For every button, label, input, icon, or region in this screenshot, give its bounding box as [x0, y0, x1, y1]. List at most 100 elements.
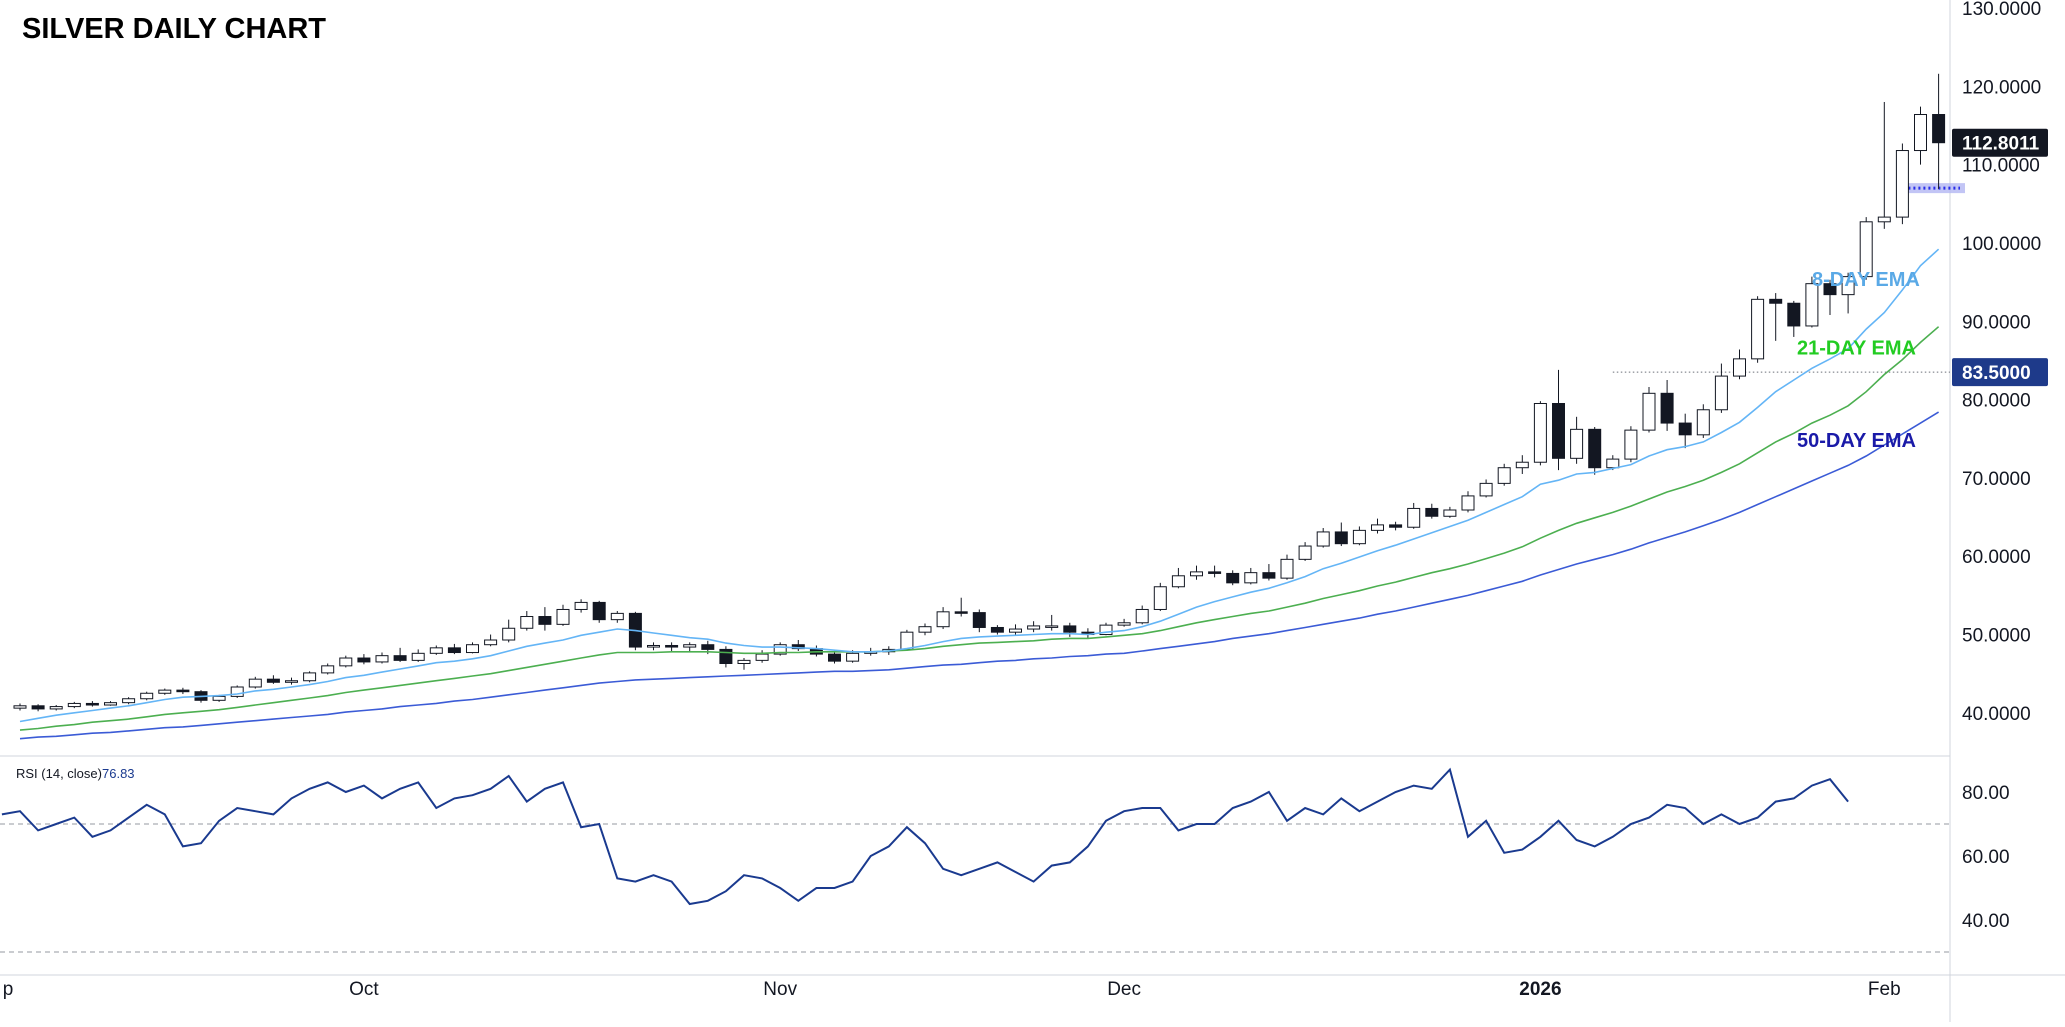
candle-body [1606, 458, 1620, 469]
candle-body [737, 659, 751, 665]
price-tick-label: 120.0000 [1962, 77, 2041, 98]
candle-body [665, 644, 679, 648]
rsi-tick-label: 60.00 [1962, 847, 2010, 868]
date-tick-label: Nov [763, 979, 797, 1000]
candle-body [1298, 545, 1312, 560]
candle-body [1153, 586, 1167, 610]
candle-body [647, 644, 660, 648]
rsi-tick-label: 80.00 [1962, 783, 2010, 804]
candle-body [1624, 429, 1638, 460]
candle-body [393, 655, 407, 661]
candle-body [1733, 358, 1746, 377]
candle-body [357, 657, 371, 663]
candle-body [1045, 625, 1059, 628]
candle-body [610, 612, 624, 621]
candle-body [701, 644, 715, 650]
candle-body [67, 702, 81, 708]
ema-50-label: 50-DAY EMA [1797, 430, 1916, 452]
candle-body [1751, 298, 1765, 360]
ema-lines [19, 248, 1940, 740]
candle-body [484, 639, 498, 646]
candle-body [1877, 216, 1891, 223]
candle-body [158, 689, 172, 694]
candle-body [1389, 524, 1403, 528]
price-badge-text: 83.5000 [1962, 363, 2031, 384]
candle-body [1787, 302, 1801, 327]
candle-body [1371, 524, 1384, 531]
candle-body [1497, 467, 1511, 484]
candle-body [900, 631, 914, 650]
price-tick-label: 50.0000 [1962, 626, 2031, 647]
candle-body [1099, 624, 1113, 636]
candle-body [248, 678, 262, 688]
candle-body [1841, 276, 1855, 296]
candle-body [321, 665, 335, 674]
price-tick-label: 70.0000 [1962, 469, 2031, 490]
candle-body [1678, 422, 1692, 436]
candle-body [122, 698, 136, 704]
candle-body [266, 678, 280, 683]
price-tick-label: 40.0000 [1962, 704, 2031, 725]
candle-body [1009, 628, 1022, 633]
rsi-panel: RSI (14, close) 76.83 [0, 766, 1950, 953]
candle-body [285, 680, 298, 683]
candle-body [447, 647, 461, 654]
candle-body [1316, 531, 1330, 547]
ema-8-label: 8-DAY EMA [1812, 269, 1920, 291]
candle-body [429, 647, 443, 654]
candle-body [85, 702, 99, 706]
candle-body [140, 692, 154, 700]
price-badge-text: 112.8011 [1962, 134, 2040, 155]
candle-body [1443, 509, 1457, 517]
candle-body [1461, 495, 1475, 511]
ema-8-line [19, 248, 1940, 723]
candle-body [918, 626, 932, 633]
date-axis: p Oct Nov Dec 2026 Feb [3, 979, 1901, 1000]
candle-body [1208, 571, 1222, 574]
candle-body [1171, 575, 1185, 588]
candle-body [1334, 531, 1348, 545]
candle-body [1859, 221, 1873, 278]
candle-body [791, 644, 805, 650]
price-badges: 112.8011 83.5000 [1952, 128, 2048, 387]
date-tick-label: Dec [1107, 979, 1141, 1000]
candle-body [1425, 507, 1439, 517]
rsi-value: 76.83 [102, 766, 135, 781]
price-tick-label: 90.0000 [1962, 312, 2031, 333]
candle-body [773, 644, 787, 655]
candle-body [1805, 283, 1819, 327]
price-badge-bg [1952, 128, 2048, 157]
candle-body [339, 657, 353, 667]
candle-body [1515, 461, 1529, 469]
candle-body [1352, 529, 1366, 545]
candle-body [936, 611, 950, 628]
candle-body [1533, 402, 1547, 463]
candle-body [1642, 392, 1656, 431]
candle-body [574, 601, 588, 610]
candle-body [954, 611, 968, 614]
candle-body [1027, 625, 1041, 630]
candle-body [1407, 507, 1421, 528]
date-tick-label: Oct [349, 979, 379, 1000]
candle-body [592, 601, 606, 621]
candle-body [1660, 392, 1674, 424]
rsi-line [1, 767, 1849, 906]
candles [13, 73, 1965, 712]
candle-body [556, 608, 570, 625]
candle-body [502, 627, 516, 641]
price-tick-label: 100.0000 [1962, 234, 2041, 255]
candle-body [1570, 428, 1584, 459]
candle-body [1190, 571, 1203, 577]
candle-body [31, 705, 45, 710]
candle-body [176, 689, 190, 693]
candle-body [104, 702, 117, 706]
candle-body [1063, 625, 1077, 633]
candle-body [303, 672, 317, 682]
ema-21-line [19, 326, 1940, 731]
candle-body [1769, 298, 1783, 304]
date-tick-label: 2026 [1519, 979, 1561, 1000]
candle-body [990, 626, 1004, 633]
candle-body [1932, 114, 1946, 144]
